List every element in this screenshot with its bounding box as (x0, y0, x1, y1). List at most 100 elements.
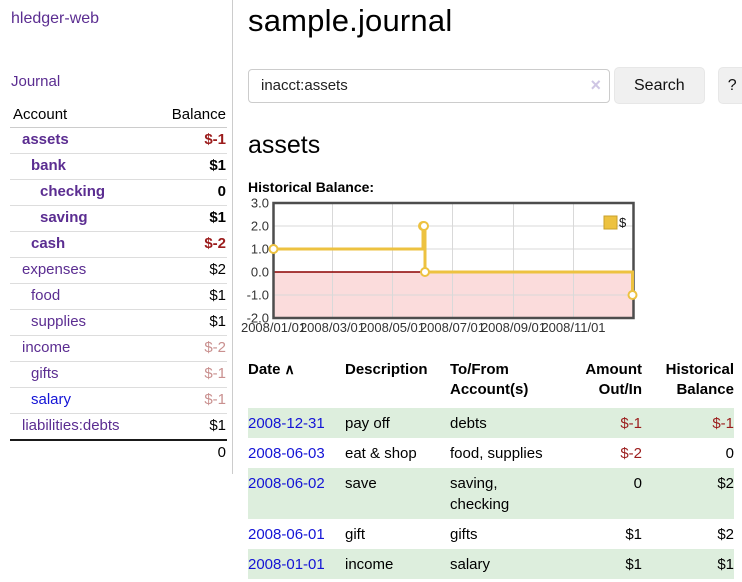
register-cell-balance: 0 (725, 444, 734, 462)
svg-text:-1.0: -1.0 (247, 288, 269, 303)
date-column-label: Date (248, 361, 281, 378)
transaction-date-link[interactable]: 2008-12-31 (248, 414, 325, 432)
search-input[interactable] (248, 68, 610, 103)
register-table: Date ∧ Description To/From Account(s) Amo… (248, 358, 734, 579)
svg-text:-2.0: -2.0 (247, 311, 269, 326)
sidebar-account-food[interactable]: food (31, 287, 61, 304)
register-cell-description: pay off (345, 414, 390, 432)
transaction-date-link[interactable]: 2008-06-02 (248, 474, 325, 492)
transaction-date-link[interactable]: 2008-06-03 (248, 444, 325, 462)
register-cell-accounts: debts (450, 414, 487, 432)
register-cell-balance: $1 (717, 555, 734, 573)
account-row: income $-2 (10, 335, 227, 362)
brand-link[interactable]: hledger-web (11, 10, 100, 27)
register-cell-amount: 0 (633, 474, 642, 492)
accounts-total-value: 0 (151, 439, 227, 466)
page-title: sample.journal (248, 3, 453, 38)
register-cell-amount: $1 (625, 525, 642, 543)
register-row: 2008-12-31 pay off debts $-1 $-1 (248, 407, 734, 438)
account-balance: $-2 (151, 335, 227, 362)
account-row: liabilities:debts $1 (10, 413, 227, 441)
search-bar: × Search ? (248, 67, 742, 104)
register-cell-accounts: food, supplies (450, 444, 543, 462)
sort-ascending-icon: ∧ (284, 361, 295, 377)
account-balance: $-1 (151, 127, 227, 154)
account-row: food $1 (10, 283, 227, 310)
account-row: salary $-1 (10, 387, 227, 414)
account-title: assets (248, 131, 321, 159)
sidebar-account-saving[interactable]: saving (40, 209, 88, 226)
transaction-date-link[interactable]: 2008-06-01 (248, 525, 325, 543)
sidebar-account-salary[interactable]: salary (31, 391, 72, 408)
account-balance: $-1 (151, 361, 227, 388)
register-cell-amount: $1 (625, 555, 642, 573)
sidebar-account-bank[interactable]: bank (31, 157, 67, 174)
data-point-marker (419, 221, 429, 231)
register-column-amount: Amount Out/In (585, 361, 642, 399)
account-balance: $-2 (151, 231, 227, 258)
sidebar-account-assets[interactable]: assets (22, 131, 69, 148)
data-point-marker (268, 244, 279, 254)
help-button[interactable]: ? (717, 67, 742, 104)
data-point-marker (420, 267, 430, 277)
clear-search-icon[interactable]: × (590, 74, 601, 95)
chart-title: Historical Balance: (248, 179, 375, 195)
sidebar-account-income[interactable]: income (22, 339, 71, 356)
svg-text:2.0: 2.0 (251, 219, 269, 234)
register-cell-description: gift (345, 525, 366, 543)
register-cell-accounts: salary (450, 555, 491, 573)
account-balance: 0 (151, 179, 227, 206)
balance-chart-svg: $3.0 2.0 1.0 0.0 -1.0 -2.02008/01/012008/03/0… (241, 196, 638, 335)
register-cell-amount: $-2 (620, 444, 642, 462)
register-column-accounts: To/From Account(s) (450, 361, 529, 399)
accounts-total-row: 0 (10, 439, 227, 466)
register-row: 2008-06-01 gift gifts $1 $2 (248, 519, 734, 549)
svg-text:2008/09/01: 2008/09/01 (481, 320, 546, 335)
accounts-column-header-account: Account (10, 103, 152, 128)
account-row: gifts $-1 (10, 361, 227, 388)
sidebar-account-supplies[interactable]: supplies (31, 313, 87, 330)
register-row: 2008-06-03 eat & shop food, supplies $-2 0 (248, 438, 734, 468)
accounts-column-header-balance: Balance (151, 103, 227, 128)
transaction-date-link[interactable]: 2008-01-01 (248, 555, 325, 573)
account-row: bank $1 (10, 153, 227, 180)
register-cell-description: income (345, 555, 394, 573)
account-row: saving $1 (10, 205, 227, 232)
svg-text:0.0: 0.0 (251, 265, 269, 280)
sidebar-account-gifts[interactable]: gifts (31, 365, 59, 382)
register-row: 2008-06-02 save saving, checking 0 $2 (248, 467, 734, 519)
register-cell-balance: $-1 (712, 414, 734, 432)
svg-text:2008/03/01: 2008/03/01 (300, 320, 365, 335)
sidebar-account-expenses[interactable]: expenses (22, 261, 87, 278)
account-balance: $1 (151, 283, 227, 310)
register-table-body: 2008-12-31 pay off debts $-1 $-1 2008-06-03 ea… (248, 407, 734, 579)
account-balance: $1 (151, 309, 227, 336)
account-row: expenses $2 (10, 257, 227, 284)
svg-text:3.0: 3.0 (251, 196, 269, 211)
sidebar-account-cash[interactable]: cash (31, 235, 66, 252)
data-point-marker (627, 290, 638, 300)
accounts-table-body: assets $-1 bank $1 checking 0 saving $1 cash $-2 e… (10, 127, 227, 441)
register-cell-balance: $2 (717, 474, 734, 492)
register-column-balance: Historical Balance (665, 361, 734, 399)
search-button[interactable]: Search (614, 67, 705, 104)
account-row: cash $-2 (10, 231, 227, 258)
register-cell-balance: $2 (717, 525, 734, 543)
register-cell-accounts: gifts (450, 525, 478, 543)
register-cell-description: eat & shop (345, 444, 417, 462)
legend-swatch (603, 215, 618, 230)
account-balance: $1 (151, 413, 227, 441)
account-balance: $1 (151, 153, 227, 180)
register-cell-description: save (345, 474, 377, 492)
register-column-description: Description (345, 361, 428, 378)
account-row: assets $-1 (10, 127, 227, 154)
register-row: 2008-01-01 income salary $1 $1 (248, 548, 734, 579)
account-balance: $1 (151, 205, 227, 232)
sidebar-account-liabilities-debts[interactable]: liabilities:debts (22, 417, 120, 434)
account-row: supplies $1 (10, 309, 227, 336)
nav-journal-link[interactable]: Journal (11, 73, 61, 90)
register-column-date[interactable]: Date ∧ (248, 358, 345, 408)
svg-text:2008/01/01: 2008/01/01 (241, 320, 306, 335)
sidebar-account-checking[interactable]: checking (40, 183, 106, 200)
